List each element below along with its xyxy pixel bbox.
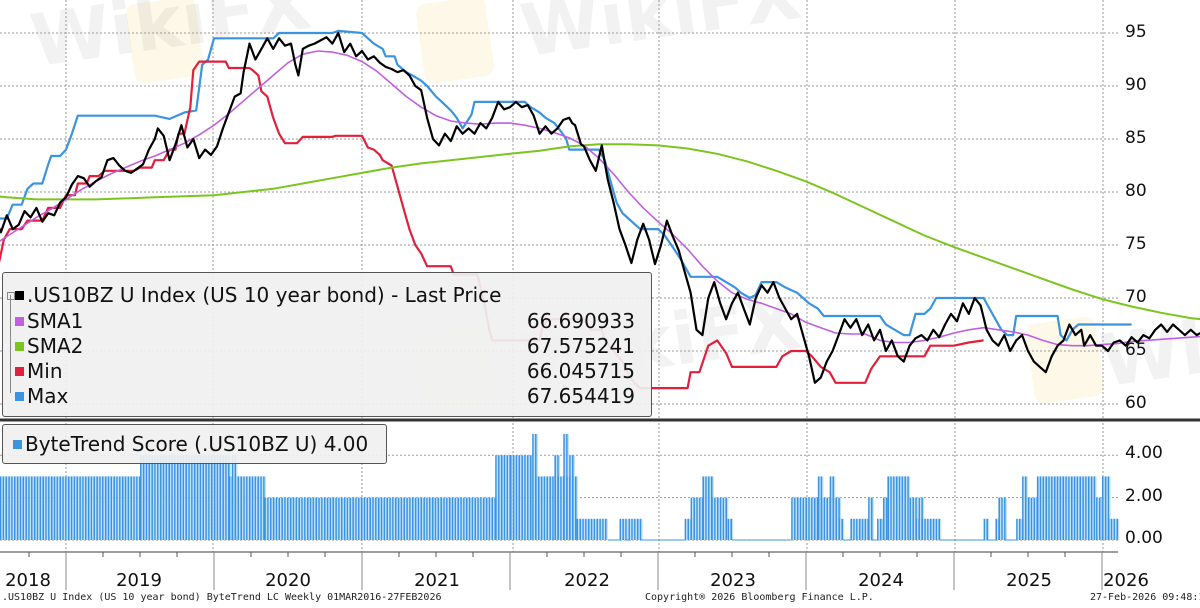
footer-chart-info: .US10BZ U Index (US 10 year bond) ByteTr… (2, 592, 442, 603)
legend-item-min: Min 66.045715 (15, 359, 645, 383)
legend-value: 66.045715 (526, 359, 635, 383)
sma2-swatch-icon (15, 342, 24, 351)
y-tick-label: 85 (1125, 128, 1147, 148)
x-tick-label: 2026 (1103, 570, 1149, 591)
last-price-swatch-icon (15, 291, 24, 300)
y-tick-label-lower: 0.00 (1125, 528, 1163, 548)
y-tick-label: 60 (1125, 393, 1147, 413)
x-tick-label: 2020 (265, 570, 311, 591)
legend-label: SMA1 (27, 309, 84, 333)
legend-item-max: Max 67.654419 (15, 384, 645, 408)
x-tick-label: 2018 (5, 570, 51, 591)
price-lines (0, 29, 1200, 390)
legend-item-sma1: SMA1 66.690933 (15, 309, 645, 333)
lower-legend: ByteTrend Score (.US10BZ U) 4.00 (2, 424, 387, 464)
legend-value: 67.654419 (526, 384, 635, 408)
y-tick-label: 90 (1125, 75, 1147, 95)
y-tick-label-lower: 4.00 (1125, 443, 1163, 463)
y-tick-label: 70 (1125, 287, 1147, 307)
x-tick-label: 2019 (116, 570, 162, 591)
legend-label: SMA2 (27, 334, 84, 358)
upper-grid (0, 0, 1118, 418)
legend-label: ByteTrend Score (.US10BZ U) 4.00 (25, 432, 369, 456)
footer-copyright: Copyright® 2026 Bloomberg Finance L.P. (645, 592, 874, 603)
legend-bracket (10, 295, 16, 393)
legend-value: 67.575241 (526, 334, 635, 358)
legend-item-sma2: SMA2 67.575241 (15, 334, 645, 358)
min-swatch-icon (15, 367, 24, 376)
y-tick-label: 65 (1125, 340, 1147, 360)
x-tick-label: 2025 (1006, 570, 1052, 591)
bytetrend-swatch-icon (13, 440, 22, 449)
y-tick-label-lower: 2.00 (1125, 486, 1163, 506)
bytetrend-bars (0, 434, 1120, 541)
x-tick-label: 2023 (710, 570, 756, 591)
upper-legend: .US10BZ U Index (US 10 year bond) - Last… (2, 272, 652, 417)
y-tick-label: 75 (1125, 234, 1147, 254)
sma1-swatch-icon (15, 317, 24, 326)
x-axis-ticks (28, 552, 1103, 590)
legend-label: .US10BZ U Index (US 10 year bond) - Last… (27, 283, 502, 307)
legend-value: 66.690933 (526, 309, 635, 333)
y-tick-label: 95 (1125, 22, 1147, 42)
legend-label: Min (27, 359, 63, 383)
legend-label: Max (27, 384, 69, 408)
max-swatch-icon (15, 392, 24, 401)
x-tick-label: 2024 (858, 570, 904, 591)
footer-timestamp: 27-Feb-2026 09:48:15 (1090, 592, 1200, 603)
x-tick-label: 2022 (564, 570, 610, 591)
legend-item-last-price: .US10BZ U Index (US 10 year bond) - Last… (15, 283, 645, 307)
y-tick-label: 80 (1125, 181, 1147, 201)
legend-collapse-toggle[interactable] (7, 292, 15, 300)
x-tick-label: 2021 (414, 570, 460, 591)
